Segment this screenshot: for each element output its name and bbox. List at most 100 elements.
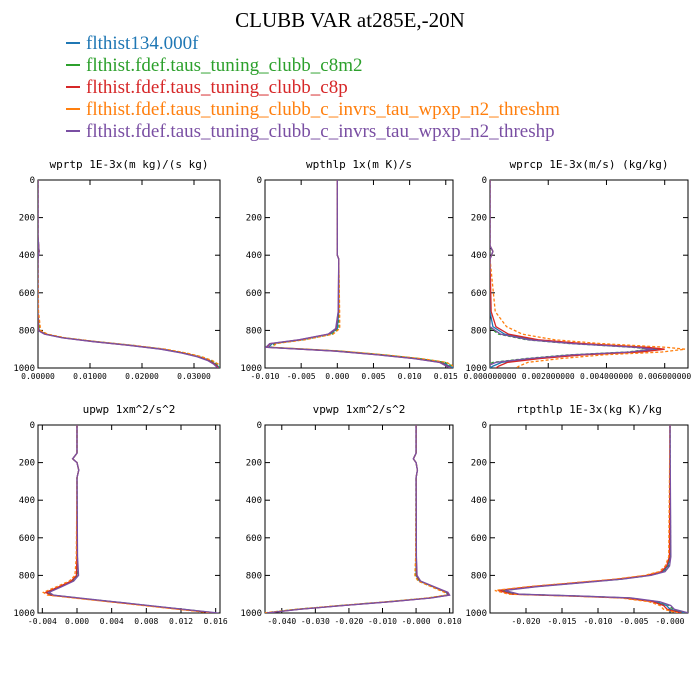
y-tick-label: 0 (482, 421, 487, 431)
x-tick-label: 0.012 (169, 617, 193, 626)
y-tick-label: 200 (19, 459, 35, 469)
y-tick-label: 600 (19, 534, 35, 544)
x-tick-label: 0.000 (325, 372, 349, 381)
x-tick-label: 0.015 (434, 372, 458, 381)
x-tick-label: 0.008 (134, 617, 158, 626)
y-tick-label: 400 (246, 251, 262, 261)
y-tick-label: 600 (19, 289, 35, 299)
y-tick-label: 800 (19, 571, 35, 581)
x-tick-label: 0.01000 (73, 372, 107, 381)
series-line-0 (38, 180, 220, 368)
series-line-4 (266, 425, 451, 613)
series-line-2 (265, 425, 451, 613)
series-line-2 (497, 425, 682, 613)
y-tick-label: 200 (246, 214, 262, 224)
x-tick-label: -0.010 (584, 617, 613, 626)
x-tick-label: 0.005 (361, 372, 385, 381)
legend-label: flthist.fdef.taus_tuning_clubb_c_invrs_t… (86, 99, 560, 120)
x-tick-label: 0.010 (438, 617, 462, 626)
legend-label: flthist.fdef.taus_tuning_clubb_c8p (86, 77, 348, 98)
series-line-3 (38, 180, 220, 367)
x-tick-label: -0.015 (548, 617, 577, 626)
legend-swatch-icon (66, 85, 80, 88)
chart-title: CLUBB VAR at285E,-20N (235, 8, 465, 32)
legend-swatch-icon (66, 129, 80, 132)
y-tick-label: 400 (246, 496, 262, 506)
series-line-3 (41, 425, 213, 613)
x-tick-label: 0.004 (100, 617, 124, 626)
y-tick-label: 400 (471, 496, 487, 506)
legend-label: flthist.fdef.taus_tuning_clubb_c_invrs_t… (86, 121, 555, 142)
panel-title: wprcp 1E-3x(m/s) (kg/kg) (510, 158, 669, 171)
panel-title: wpthlp 1x(m K)/s (306, 158, 412, 171)
series-line-0 (265, 425, 450, 613)
y-tick-label: 1000 (240, 364, 262, 374)
y-tick-label: 600 (471, 534, 487, 544)
series-line-4 (265, 180, 451, 368)
y-tick-label: 1000 (465, 609, 487, 619)
series-line-2 (44, 425, 215, 613)
series-line-0 (45, 425, 216, 613)
series-line-0 (500, 425, 685, 613)
series-line-4 (490, 180, 654, 366)
panel-title: wprtp 1E-3x(m kg)/(s kg) (50, 158, 209, 171)
x-tick-label: 0.006000000 (638, 372, 691, 381)
y-tick-label: 0 (482, 176, 487, 186)
x-tick-label: -0.020 (512, 617, 541, 626)
plot-frame (37, 424, 221, 614)
y-tick-label: 1000 (13, 364, 35, 374)
x-tick-label: -0.030 (301, 617, 330, 626)
y-tick-label: 0 (257, 176, 262, 186)
x-tick-label: -0.010 (251, 372, 280, 381)
series-line-4 (38, 180, 218, 368)
legend-swatch-icon (66, 41, 80, 44)
x-tick-label: -0.020 (334, 617, 363, 626)
series-line-1 (38, 180, 220, 368)
plot-frame (489, 424, 689, 614)
y-tick-label: 600 (471, 289, 487, 299)
x-tick-label: 0.00000 (21, 372, 55, 381)
x-tick-label: -0.005 (287, 372, 316, 381)
y-tick-label: 200 (246, 459, 262, 469)
x-tick-label: -0.040 (267, 617, 296, 626)
series-line-4 (504, 425, 688, 613)
panel-4: vpwp 1xm^2/s^2 0 200 400 600 800 1000 -0.040 -0.… (240, 403, 462, 626)
y-tick-label: 400 (19, 251, 35, 261)
legend: flthist134.000f flthist.fdef.taus_tuning… (66, 33, 560, 143)
x-tick-label: -0.010 (368, 617, 397, 626)
legend-item-3: flthist.fdef.taus_tuning_clubb_c_invrs_t… (66, 99, 560, 121)
y-tick-label: 1000 (13, 609, 35, 619)
y-tick-label: 400 (471, 251, 487, 261)
legend-item-2: flthist.fdef.taus_tuning_clubb_c8p (66, 77, 560, 99)
y-tick-label: 800 (471, 326, 487, 336)
x-tick-label: -0.005 (620, 617, 649, 626)
legend-item-1: flthist.fdef.taus_tuning_clubb_c8m2 (66, 55, 560, 77)
legend-swatch-icon (66, 107, 80, 110)
panel-0: wprtp 1E-3x(m kg)/(s kg) 0 200 400 600 800 100… (13, 158, 221, 381)
x-tick-label: 0.016 (204, 617, 228, 626)
series-line-3 (490, 180, 686, 368)
x-tick-label: 0.000 (65, 617, 89, 626)
y-tick-label: 1000 (465, 364, 487, 374)
panel-title: vpwp 1xm^2/s^2 (313, 403, 406, 416)
x-tick-label: 0.004000000 (580, 372, 633, 381)
series-line-1 (265, 425, 448, 613)
x-tick-label: 0.000000000 (464, 372, 517, 381)
plot-frame (37, 179, 221, 369)
series-line-1 (503, 425, 688, 613)
x-tick-label: 0.010 (398, 372, 422, 381)
y-tick-label: 0 (30, 421, 35, 431)
x-tick-label: 0.002000000 (522, 372, 575, 381)
y-tick-label: 200 (471, 459, 487, 469)
plot-frame (264, 179, 454, 369)
series-line-2 (38, 180, 219, 368)
series-line-4 (47, 425, 219, 613)
plot-frame (264, 424, 454, 614)
plot-frame (489, 179, 689, 369)
y-tick-label: 600 (246, 534, 262, 544)
panel-2: wprcp 1E-3x(m/s) (kg/kg) 0 200 400 600 800 100… (464, 158, 692, 381)
series-line-2 (490, 180, 665, 368)
series-line-3 (265, 425, 447, 613)
legend-label: flthist134.000f (86, 33, 199, 54)
